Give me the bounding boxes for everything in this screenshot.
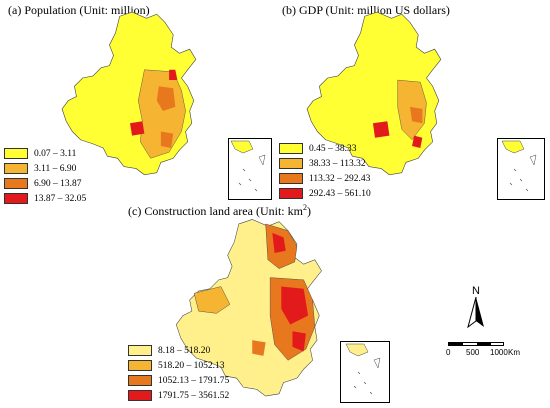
legend-label: 6.90 – 13.87 [34, 178, 82, 189]
legend-swatch [279, 143, 303, 154]
legend-swatch [4, 193, 28, 204]
legend-population: 0.07 – 3.11 3.11 – 6.90 6.90 – 13.87 13.… [4, 146, 86, 206]
legend-swatch [279, 188, 303, 199]
legend-swatch [4, 163, 28, 174]
legend-construction-land: 8.18 – 518.20 518.20 – 1052.13 1052.13 –… [128, 343, 229, 403]
legend-label: 38.33 – 113.32 [309, 158, 366, 169]
scale-tick-label: 1000 [490, 348, 508, 357]
legend-label: 0.07 – 3.11 [34, 148, 77, 159]
legend-swatch [4, 178, 28, 189]
south-china-sea-inset [340, 341, 390, 403]
legend-item: 0.07 – 3.11 [4, 146, 86, 161]
inset-map [501, 140, 537, 192]
scale-bar-graphic [448, 342, 504, 346]
legend-label: 0.45 – 38.33 [309, 143, 357, 154]
legend-item: 6.90 – 13.87 [4, 176, 86, 191]
panel-title-end: ) [306, 204, 311, 218]
legend-label: 113.32 – 292.43 [309, 173, 371, 184]
legend-swatch [128, 375, 152, 386]
legend-label: 1791.75 – 3561.52 [158, 390, 230, 401]
scale-bar: 0 500 1000 Km [440, 342, 540, 372]
legend-label: 13.87 – 32.05 [34, 193, 87, 204]
south-china-sea-inset [228, 138, 272, 200]
panel-title-construction-land: (c) Construction land area (Unit: km2) [128, 203, 311, 219]
panel-title-text: (c) Construction land area (Unit: km [128, 204, 303, 218]
legend-label: 8.18 – 518.20 [158, 345, 211, 356]
legend-item: 3.11 – 6.90 [4, 161, 86, 176]
scale-tick-label: 500 [466, 348, 480, 357]
map-construction-land [175, 218, 323, 397]
inset-map [230, 140, 266, 192]
panel-title-gdp: (b) GDP (Unit: million US dollars) [282, 3, 450, 17]
legend-swatch [279, 158, 303, 169]
legend-item: 13.87 – 32.05 [4, 191, 86, 206]
scale-tick-label: 0 [446, 348, 451, 357]
legend-swatch [128, 390, 152, 401]
legend-item: 0.45 – 38.33 [279, 141, 371, 156]
legend-label: 292.43 – 561.10 [309, 188, 371, 199]
legend-item: 38.33 – 113.32 [279, 156, 371, 171]
scale-unit-label: Km [508, 348, 520, 357]
scale-bar-segment [449, 343, 463, 345]
legend-swatch [4, 148, 28, 159]
north-label: N [472, 285, 480, 297]
legend-item: 292.43 – 561.10 [279, 186, 371, 201]
map-gdp [306, 11, 442, 176]
legend-item: 8.18 – 518.20 [128, 343, 229, 358]
legend-item: 1791.75 – 3561.52 [128, 388, 229, 403]
map-population [61, 11, 197, 176]
legend-label: 518.20 – 1052.13 [158, 360, 225, 371]
scale-bar-segment [477, 343, 491, 345]
legend-gdp: 0.45 – 38.33 38.33 – 113.32 113.32 – 292… [279, 141, 371, 201]
panel-title-population: (a) Population (Unit: million) [8, 3, 150, 17]
legend-swatch [128, 360, 152, 371]
legend-swatch [128, 345, 152, 356]
panel-gdp: (b) GDP (Unit: million US dollars) 0.45 … [275, 0, 550, 205]
panel-population: (a) Population (Unit: million) 0.07 – 3.… [0, 0, 275, 205]
panel-construction-land: (c) Construction land area (Unit: km2) 8… [110, 203, 440, 408]
legend-label: 3.11 – 6.90 [34, 163, 77, 174]
panel-title-sup: 2 [302, 203, 307, 212]
north-arrow-icon [467, 296, 484, 329]
legend-label: 1052.13 – 1791.75 [158, 375, 230, 386]
inset-map [345, 343, 381, 395]
legend-swatch [279, 173, 303, 184]
legend-item: 518.20 – 1052.13 [128, 358, 229, 373]
north-arrow: N [462, 285, 490, 335]
south-china-sea-inset [497, 138, 545, 200]
legend-item: 113.32 – 292.43 [279, 171, 371, 186]
legend-item: 1052.13 – 1791.75 [128, 373, 229, 388]
